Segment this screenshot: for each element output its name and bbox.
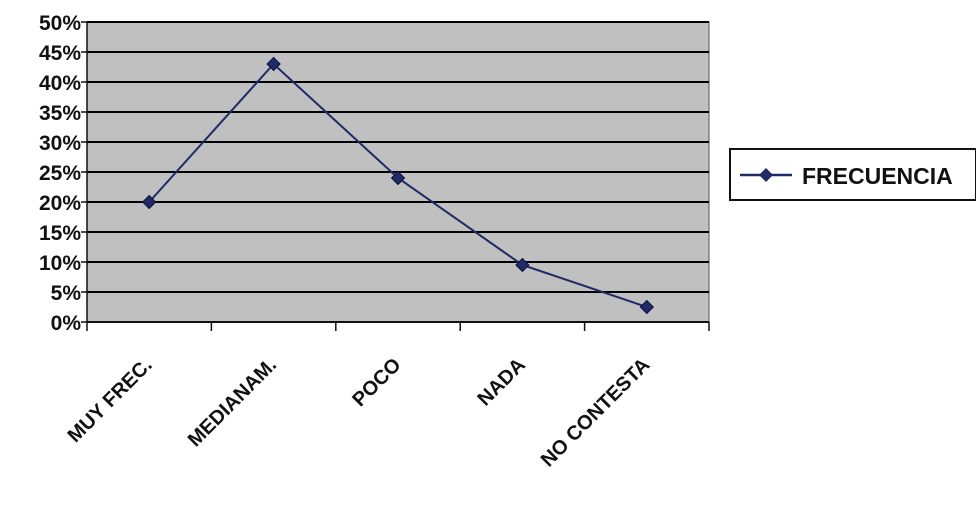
data-point [141, 194, 157, 210]
y-tick-label: 15% [39, 222, 81, 245]
x-category-label: MUY FREC. [64, 354, 157, 447]
data-point [639, 299, 655, 315]
data-point [266, 56, 281, 72]
y-tick-label: 10% [39, 252, 81, 275]
data-point [515, 257, 530, 273]
legend-label: FRECUENCIA [802, 163, 953, 189]
x-category-label: MEDIANAM. [184, 354, 281, 451]
x-axis-ticks: MUY FREC. MEDIANAM. POCO NADA NO CONTESTA [64, 322, 710, 471]
y-tick-label: 0% [51, 312, 82, 335]
data-point [390, 170, 406, 186]
x-category-label: POCO [348, 354, 405, 411]
y-tick-label: 5% [51, 282, 82, 305]
y-tick-label: 40% [39, 72, 81, 95]
x-category-label: NADA [474, 354, 530, 410]
y-tick-label: 50% [39, 12, 81, 35]
y-axis-ticks: 0% 5% 10% 15% 20% 25% 30% 35% 40% 45% 50% [39, 12, 87, 335]
legend-marker [759, 168, 773, 182]
y-tick-label: 25% [39, 162, 81, 185]
series-frecuencia [141, 56, 655, 315]
x-category-label: NO CONTESTA [537, 354, 654, 471]
y-tick-label: 45% [39, 42, 81, 65]
y-tick-label: 20% [39, 192, 81, 215]
legend: FRECUENCIA [729, 148, 976, 201]
y-tick-label: 35% [39, 102, 81, 125]
y-tick-label: 30% [39, 132, 81, 155]
